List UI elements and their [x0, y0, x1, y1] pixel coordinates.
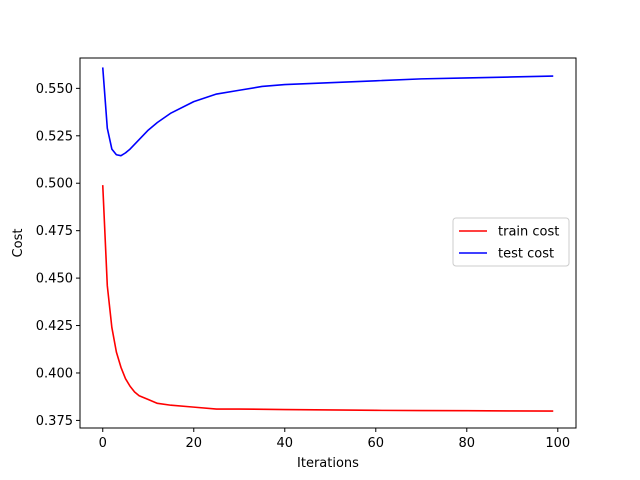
y-tick-label: 0.400 [36, 366, 73, 381]
x-tick-label: 60 [368, 436, 385, 451]
legend-box [452, 217, 570, 267]
plot-lines [101, 67, 554, 412]
legend: train cost test cost [452, 217, 570, 267]
y-tick-label: 0.525 [36, 129, 73, 144]
y-tick-label: 0.500 [36, 177, 73, 192]
legend-label-test-cost: test cost [498, 247, 554, 262]
y-axis: 0.375 0.400 0.425 0.450 0.475 0.500 0.525 0.550 [36, 82, 80, 429]
x-axis: 0 20 40 60 80 100 [99, 428, 570, 451]
x-tick-label: 0 [99, 436, 107, 451]
series-line-train-cost [101, 185, 554, 412]
x-tick-label: 20 [185, 436, 202, 451]
y-tick-label: 0.450 [36, 272, 73, 287]
y-tick-label: 0.475 [36, 224, 73, 239]
y-axis-title: Cost [11, 229, 26, 258]
x-axis-title: Iterations [297, 456, 359, 471]
y-tick-label: 0.425 [36, 319, 73, 334]
y-tick-label: 0.550 [36, 82, 73, 97]
x-tick-label: 80 [459, 436, 476, 451]
y-tick-label: 0.375 [36, 414, 73, 429]
plot-frame [79, 57, 577, 429]
series-line-test-cost [101, 67, 554, 157]
x-tick-label: 100 [545, 436, 570, 451]
legend-label-train-cost: train cost [498, 225, 559, 240]
x-tick-label: 40 [276, 436, 293, 451]
